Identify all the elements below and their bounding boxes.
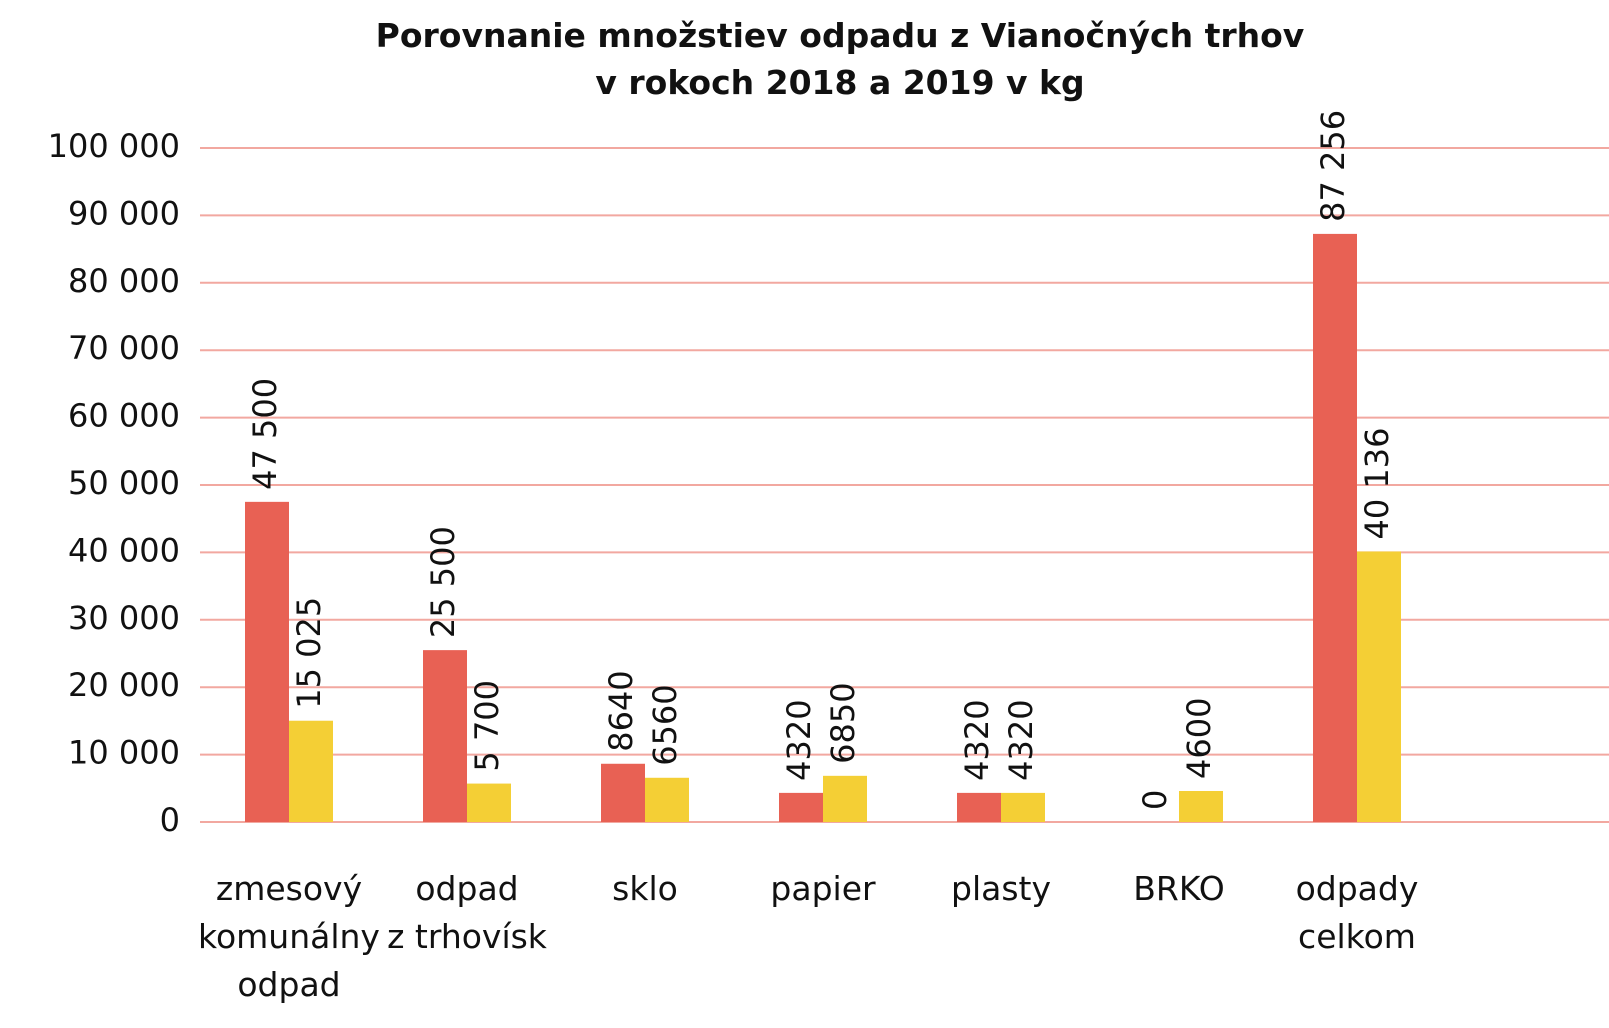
bar [957, 792, 1001, 822]
bar [423, 650, 467, 822]
data-label: 87 256 [1314, 110, 1352, 222]
data-label: 47 500 [246, 378, 284, 490]
bar [467, 783, 511, 822]
x-tick-label: plasty [951, 869, 1051, 908]
bar [645, 777, 689, 822]
data-label: 25 500 [424, 526, 462, 638]
data-label: 4320 [780, 699, 818, 780]
y-tick-label: 10 000 [68, 734, 180, 772]
x-tick-label: papier [770, 869, 876, 908]
data-label: 0 [1136, 790, 1174, 810]
x-tick-label: zmesový komunálny odpad [198, 869, 380, 1004]
bar [601, 763, 645, 822]
y-tick-label: 50 000 [68, 464, 180, 502]
bar [1179, 790, 1223, 822]
data-label: 4320 [1002, 699, 1040, 780]
data-label: 6850 [824, 682, 862, 763]
y-tick-label: 20 000 [68, 666, 180, 704]
data-label: 6560 [646, 684, 684, 765]
y-tick-label: 90 000 [68, 194, 180, 232]
y-tick-label: 70 000 [68, 329, 180, 367]
data-label: 5 700 [468, 680, 506, 772]
bar [1313, 233, 1357, 823]
y-tick-label: 100 000 [48, 127, 180, 165]
data-label: 4320 [958, 699, 996, 780]
bar [823, 775, 867, 822]
y-tick-label: 60 000 [68, 397, 180, 435]
x-tick-label: odpad z trhovísk [387, 869, 547, 956]
data-label: 8640 [602, 670, 640, 751]
data-label: 40 136 [1358, 428, 1396, 540]
x-tick-label: odpady celkom [1295, 869, 1419, 956]
bar [1357, 551, 1401, 822]
data-label: 4600 [1180, 698, 1218, 779]
bar [1001, 792, 1045, 822]
chart-title: Porovnanie množstiev odpadu z Vianočných… [375, 16, 1305, 102]
x-tick-label: BRKO [1133, 869, 1225, 908]
bar [289, 720, 333, 822]
bar [245, 501, 289, 822]
x-tick-label: sklo [612, 869, 678, 908]
y-tick-label: 30 000 [68, 599, 180, 637]
y-tick-label: 80 000 [68, 262, 180, 300]
data-label: 15 025 [290, 597, 328, 709]
bar [779, 792, 823, 822]
y-tick-label: 40 000 [68, 531, 180, 569]
y-tick-label: 0 [160, 801, 180, 839]
